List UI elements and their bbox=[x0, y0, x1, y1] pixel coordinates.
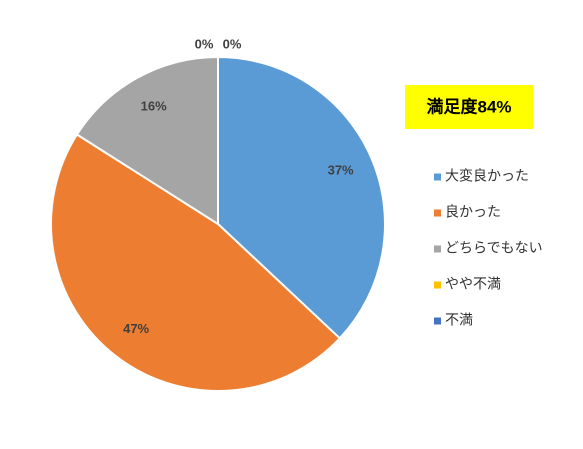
legend-text: どちらでもない bbox=[445, 240, 543, 256]
data-label: 16% bbox=[141, 98, 167, 113]
annotation-box bbox=[405, 85, 533, 129]
data-label: 47% bbox=[123, 321, 149, 336]
pie-slice bbox=[217, 55, 386, 340]
legend-text: 大変良かった bbox=[445, 168, 529, 184]
pie-slice bbox=[50, 133, 342, 392]
annotation: 満足度84% bbox=[426, 96, 511, 116]
legend-marker bbox=[434, 209, 441, 217]
data-label: 0% bbox=[195, 37, 214, 52]
data-label: 37% bbox=[328, 162, 354, 177]
legend-text: 不満 bbox=[445, 312, 473, 328]
legend-text: 良かった bbox=[445, 204, 501, 220]
pie-slice bbox=[75, 55, 219, 226]
legend-marker bbox=[434, 245, 441, 253]
legend-marker bbox=[434, 173, 441, 181]
legend-marker bbox=[434, 281, 441, 289]
data-label: 0% bbox=[223, 37, 242, 52]
legend-marker bbox=[434, 317, 441, 325]
legend-text: やや不満 bbox=[445, 276, 501, 292]
